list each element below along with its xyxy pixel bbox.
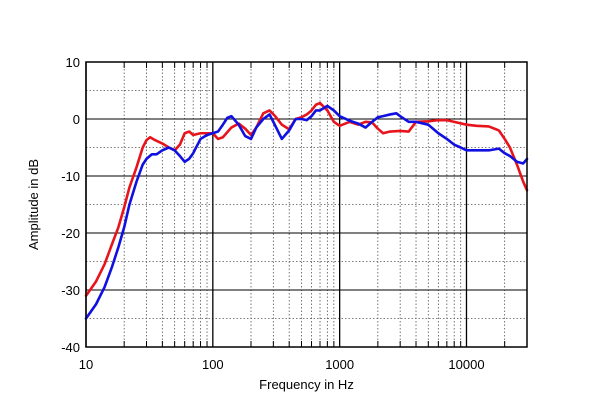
y-tick-label: 10 [66, 55, 80, 70]
series-layer [84, 101, 529, 320]
y-tick-label: -10 [61, 169, 80, 184]
y-tick-label: -40 [61, 340, 80, 355]
y-tick-labels: 10 0 -10 -20 -30 -40 [61, 55, 80, 355]
x-axis-title: Frequency in Hz [259, 377, 354, 392]
series-line-1 [84, 101, 529, 297]
y-axis-title: Amplitude in dB [26, 159, 41, 250]
y-tick-label: -20 [61, 226, 80, 241]
y-tick-label: 0 [73, 112, 80, 127]
x-tick-label: 100 [202, 357, 224, 372]
x-tick-labels: 10 100 1000 10000 [79, 357, 485, 372]
x-tick-label: 10 [79, 357, 93, 372]
x-tick-label: 10000 [448, 357, 484, 372]
x-tick-label: 1000 [325, 357, 354, 372]
y-tick-label: -30 [61, 283, 80, 298]
series-line-2 [84, 104, 529, 320]
plot-frame [85, 61, 528, 348]
minor-grid [86, 62, 528, 347]
